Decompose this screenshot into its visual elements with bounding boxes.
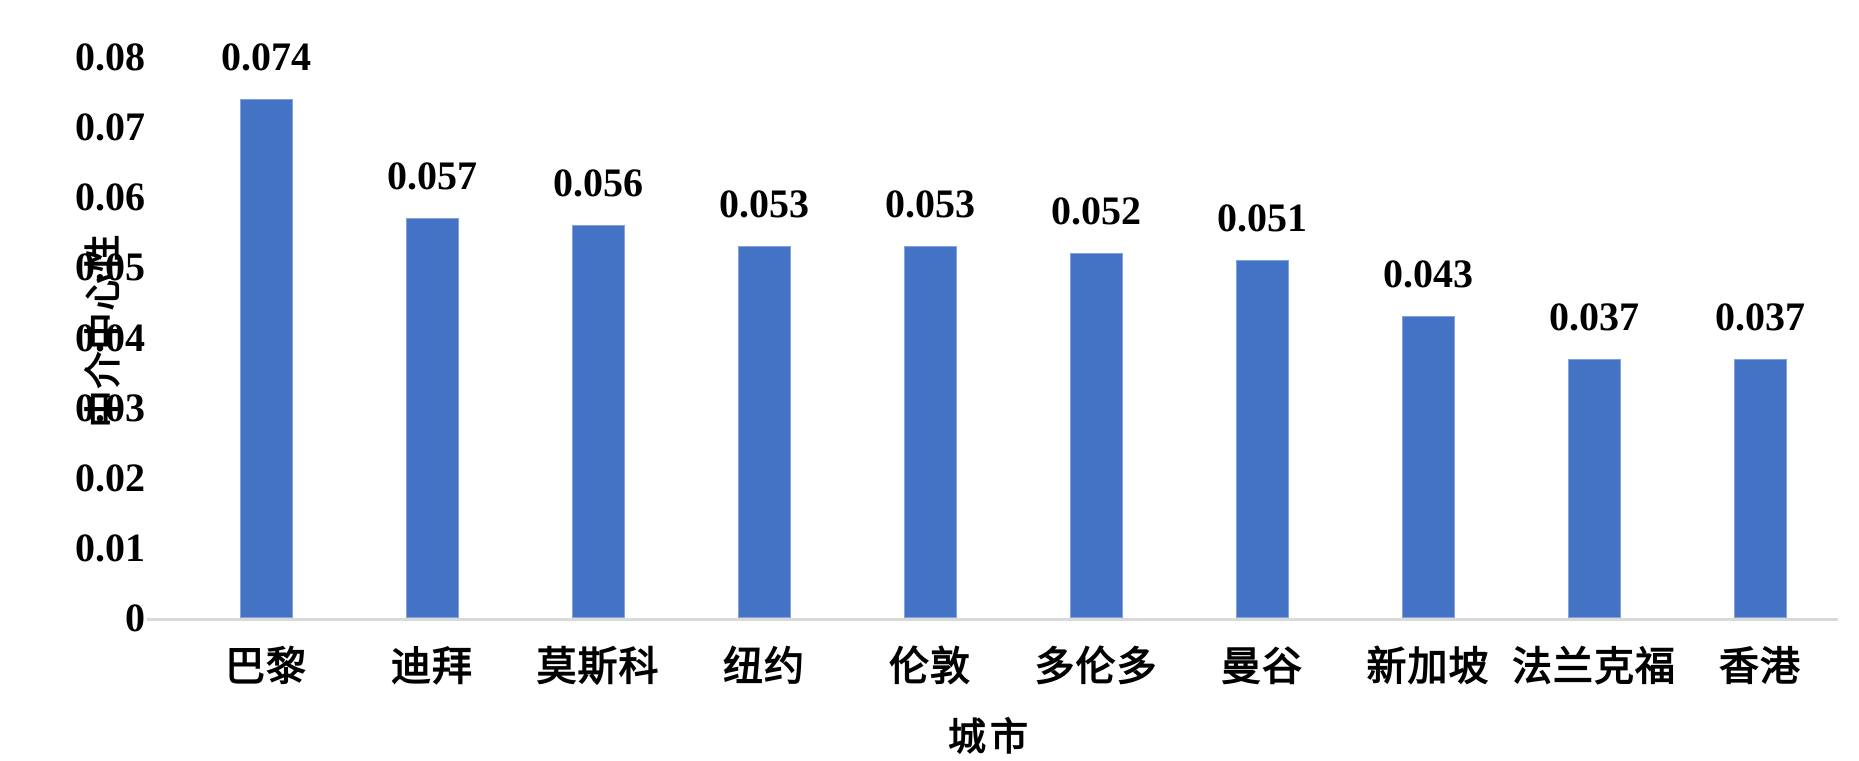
bar (737, 246, 791, 618)
bar-value-label: 0.057 (387, 153, 477, 199)
bar (1567, 358, 1621, 618)
bar-value-label: 0.053 (719, 181, 809, 227)
bar-value-label: 0.052 (1051, 188, 1141, 234)
bar-value-label: 0.056 (553, 160, 643, 206)
bar (405, 218, 459, 618)
y-tick-label: 0.03 (75, 384, 145, 430)
x-tick-label: 曼谷 (1221, 644, 1303, 689)
bar-value-label: 0.074 (221, 34, 311, 80)
x-tick-label: 伦敦 (889, 644, 971, 689)
y-tick-label: 0.05 (75, 244, 145, 290)
bar-value-label: 0.051 (1217, 195, 1307, 241)
x-tick-label: 多伦多 (1034, 644, 1158, 689)
y-tick-label: 0.06 (75, 174, 145, 220)
y-tick-label: 0.07 (75, 104, 145, 150)
bar (1401, 316, 1455, 618)
bar-value-label: 0.053 (885, 181, 975, 227)
bar-value-label: 0.037 (1549, 293, 1639, 339)
y-tick-label: 0.01 (75, 524, 145, 570)
bar (571, 225, 625, 618)
x-axis-title: 城市 (947, 717, 1033, 759)
x-tick-label: 巴黎 (225, 644, 307, 689)
bar (1069, 253, 1123, 618)
x-tick-label: 迪拜 (391, 644, 473, 689)
x-tick-label: 新加坡 (1366, 644, 1490, 689)
x-axis-line (147, 618, 1838, 621)
bar (1235, 260, 1289, 618)
y-tick-label: 0.08 (75, 34, 145, 79)
x-tick-label: 法兰克福 (1512, 644, 1676, 689)
y-tick-label: 0.04 (75, 314, 145, 360)
bar-value-label: 0.037 (1715, 293, 1805, 339)
x-tick-label: 香港 (1719, 644, 1801, 689)
x-tick-label: 莫斯科 (536, 644, 660, 689)
bar (1733, 358, 1787, 618)
bar (903, 246, 957, 618)
y-tick-label: 0 (125, 595, 145, 640)
y-tick-label: 0.02 (75, 454, 145, 500)
x-tick-label: 纽约 (723, 644, 805, 689)
bar (239, 99, 293, 618)
bar-value-label: 0.043 (1383, 251, 1473, 297)
